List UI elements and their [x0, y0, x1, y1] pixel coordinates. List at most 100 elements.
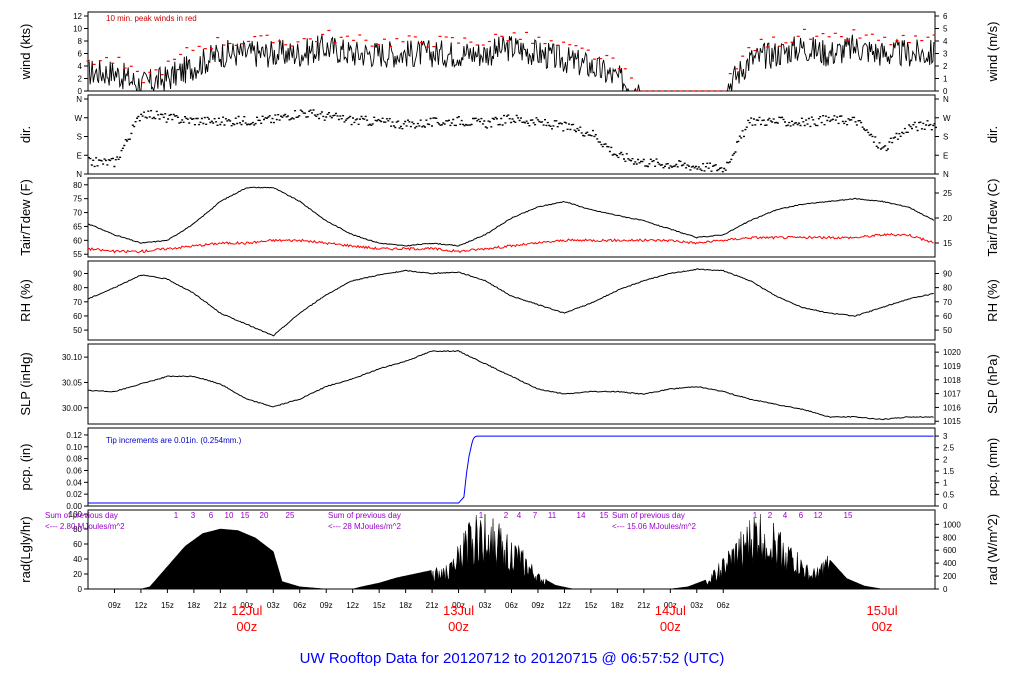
- ytick-right-label-pcp: 0.5: [943, 490, 955, 499]
- day-label-time: 00z: [448, 619, 469, 634]
- ytick-label-rh: 80: [73, 284, 82, 293]
- ylabel-rad: rad(Lgly/hr): [18, 516, 33, 582]
- ytick-label-dir: E: [77, 151, 82, 160]
- rad-hour-label: 25: [286, 511, 295, 520]
- ytick-label-pcp: 0.10: [66, 443, 82, 452]
- rad-hour-label: 4: [783, 511, 788, 520]
- ytick-label-pcp: 0.08: [66, 455, 82, 464]
- ytick-right-label-pcp: 3: [943, 432, 948, 441]
- ytick-label-rh: 70: [73, 298, 82, 307]
- day-label-time: 00z: [236, 619, 257, 634]
- rad-note-line2: <--- 15.06 MJoules/m^2: [612, 522, 697, 531]
- ylabel-temp: Tair/Tdew (F): [18, 179, 33, 256]
- ytick-right-label-wind: 5: [943, 25, 948, 34]
- ytick-label-temp: 75: [73, 195, 82, 204]
- ytick-label-rad: 40: [73, 555, 82, 564]
- ytick-label-wind: 10: [73, 25, 82, 34]
- ylabel-wind: wind (kts): [18, 24, 33, 81]
- xtick-label: 21z: [637, 601, 650, 610]
- ytick-right-label-rh: 80: [943, 284, 952, 293]
- ytick-right-label-pcp: 2: [943, 455, 948, 464]
- xtick-label: 03z: [479, 601, 492, 610]
- xtick-label: 06z: [293, 601, 306, 610]
- ytick-right-label-wind: 2: [943, 62, 948, 71]
- ylabel-right-slp: SLP (hPa): [985, 354, 1000, 414]
- rad-note-line1: Sum of previous day: [328, 511, 401, 520]
- series-wind-direction: [88, 109, 937, 173]
- rad-hour-label: 6: [209, 511, 214, 520]
- ytick-label-slp: 30.05: [62, 378, 83, 387]
- ytick-label-temp: 80: [73, 181, 82, 190]
- ytick-label-rad: 100: [69, 510, 83, 519]
- ytick-right-label-dir: W: [943, 114, 951, 123]
- rad-note-line1: Sum of previous day: [612, 511, 685, 520]
- ytick-right-label-rh: 50: [943, 326, 952, 335]
- ytick-label-rh: 90: [73, 269, 82, 278]
- ytick-right-label-rad: 1000: [943, 520, 961, 529]
- ytick-label-dir: N: [76, 95, 82, 104]
- ylabel-pcp: pcp. (in): [18, 444, 33, 491]
- day-label-time: 00z: [660, 619, 681, 634]
- ytick-right-label-wind: 3: [943, 50, 948, 59]
- series-temp-tair: [87, 186, 935, 247]
- ytick-right-label-slp: 1018: [943, 376, 961, 385]
- series-temp-tdew: [87, 232, 934, 254]
- rad-note-line1: Sum of previous day: [45, 511, 118, 520]
- day-label-date: 15Jul: [867, 603, 898, 618]
- ytick-label-rad: 0: [78, 585, 83, 594]
- ytick-label-pcp: 0.06: [66, 466, 82, 475]
- panel-frame-rh: [87, 260, 936, 341]
- ytick-label-dir: W: [74, 114, 82, 123]
- pcp-annotation: Tip increments are 0.01in. (0.254mm.): [106, 436, 242, 445]
- panel-frame-slp: [87, 343, 936, 425]
- ytick-label-pcp: 0.04: [66, 478, 82, 487]
- ylabel-dir: dir.: [18, 126, 33, 143]
- xtick-label: 06z: [505, 601, 518, 610]
- ytick-right-label-rh: 70: [943, 298, 952, 307]
- series-pcp-pcp: [88, 435, 934, 504]
- rad-hour-label: 20: [260, 511, 269, 520]
- xtick-label: 12z: [346, 601, 359, 610]
- ytick-right-label-slp: 1015: [943, 417, 961, 426]
- xtick-label: 15z: [373, 601, 386, 610]
- ytick-right-label-dir: N: [943, 95, 949, 104]
- ytick-label-wind: 12: [73, 12, 82, 21]
- ytick-label-wind: 8: [78, 37, 83, 46]
- xtick-label: 18z: [399, 601, 412, 610]
- xtick-label: 18z: [611, 601, 624, 610]
- xtick-label: 09z: [108, 601, 121, 610]
- series-rh-rh: [87, 268, 934, 337]
- ytick-label-dir: S: [77, 133, 82, 142]
- rad-hour-label: 11: [548, 511, 557, 520]
- rad-hour-label: 15: [844, 511, 853, 520]
- ytick-right-label-rad: 800: [943, 533, 957, 542]
- ytick-right-label-wind: 1: [943, 75, 948, 84]
- ytick-label-temp: 65: [73, 222, 82, 231]
- ytick-label-pcp: 0.02: [66, 490, 82, 499]
- ytick-right-label-rh: 60: [943, 312, 952, 321]
- ytick-right-label-rad: 0: [943, 585, 948, 594]
- xtick-label: 15z: [161, 601, 174, 610]
- xtick-label: 18z: [187, 601, 200, 610]
- ytick-label-pcp: 0.12: [66, 431, 82, 440]
- ytick-right-label-wind: 0: [943, 87, 948, 96]
- rad-hour-label: 7: [533, 511, 538, 520]
- series-radiation: [88, 513, 935, 590]
- ytick-label-rad: 60: [73, 540, 82, 549]
- rad-hour-label: 1: [479, 511, 484, 520]
- ytick-right-label-slp: 1019: [943, 362, 961, 371]
- xtick-label: 03z: [690, 601, 703, 610]
- xtick-label: 00z: [240, 601, 253, 610]
- ytick-right-label-pcp: 2.5: [943, 444, 955, 453]
- rad-hour-label: 15: [600, 511, 609, 520]
- ytick-right-label-temp: 15: [943, 239, 952, 248]
- ytick-label-slp: 30.10: [62, 353, 83, 362]
- rad-hour-label: 2: [768, 511, 773, 520]
- rad-hour-label: 1: [174, 511, 179, 520]
- ytick-label-pcp: 0.00: [66, 502, 82, 511]
- ylabel-right-wind: wind (m/s): [985, 22, 1000, 83]
- ytick-label-temp: 70: [73, 209, 82, 218]
- ytick-right-label-pcp: 1.5: [943, 467, 955, 476]
- rad-hour-label: 4: [517, 511, 522, 520]
